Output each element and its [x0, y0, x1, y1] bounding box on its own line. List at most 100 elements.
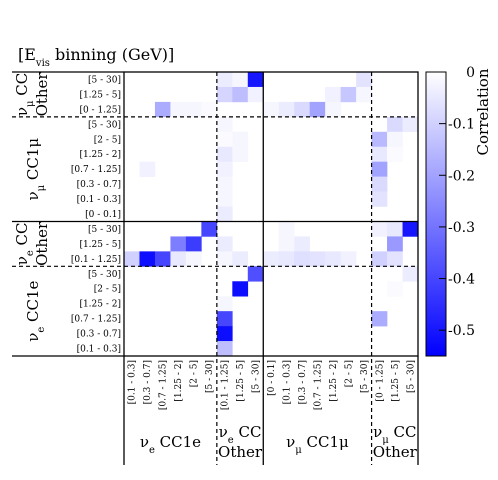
heatmap-cell-r6-c1	[139, 161, 156, 177]
row-group-label-vmu_ccother-line-0: νμ CC	[13, 73, 36, 116]
heatmap-cell-r8-c6	[216, 191, 233, 207]
column-group-label-vmu_ccother-line-0: νμ CC	[373, 423, 416, 446]
heatmap-cell-r0-c8	[247, 72, 264, 88]
row-label-vmu_cc1mu-0-0-1: [0 - 0.1]	[85, 210, 121, 220]
heatmap-cell-r2-c4	[185, 101, 202, 118]
heatmap-cell-r11-c10	[278, 236, 295, 252]
heatmap-cell-r2-c9	[263, 101, 280, 118]
colorbar-label: Correlation	[474, 68, 492, 155]
column-label-ve_cc1e-0-7-1-25: [0.7 - 1.25]	[159, 360, 169, 410]
heatmap-cell-r12-c10	[278, 251, 295, 267]
heatmap-cell-r1-c14	[340, 86, 357, 103]
colorbar: 0 -0.1 -0.2 -0.3 -0.4 -0.5 Correlation	[425, 65, 492, 357]
heatmap-cell-r1-c13	[325, 86, 341, 103]
colorbar-tick-label-5: -0.5	[448, 323, 475, 339]
row-label-vmu_cc1mu-2-5: [2 - 5]	[94, 135, 121, 145]
heatmap-cell-r10-c16	[371, 221, 388, 237]
heatmap-cell-r5-c6	[216, 146, 233, 162]
column-label-vmu_ccother-0-1-25: [0 - 1.25]	[375, 360, 385, 402]
heatmap-cell-r5-c17	[387, 146, 403, 162]
heatmap-cell-r12-c7	[232, 251, 249, 267]
heatmap-cell-r1-c15	[356, 86, 372, 103]
heatmap-cell-r4-c16	[371, 131, 388, 148]
heatmap-cell-r1-c8	[247, 86, 264, 103]
heatmap-cell-r3-c17	[387, 116, 403, 133]
row-label-vmu_ccother-1-25-5: [1.25 - 5]	[79, 90, 121, 100]
heatmap-cell-r11-c3	[170, 236, 187, 252]
heatmap-cell-r2-c3	[170, 101, 187, 118]
heatmap-cell-r13-c18	[402, 266, 419, 282]
column-label-ve_ccother-1-25-5: [1.25 - 5]	[236, 360, 246, 402]
chart-title: [Evis binning (GeV)]	[18, 45, 174, 69]
row-label-vmu_cc1mu-0-7-1-25: [0.7 - 1.25]	[71, 165, 121, 175]
heatmap-cell-r12-c2	[154, 251, 171, 267]
column-group-label-vmu_ccother-line-1: Other	[373, 443, 418, 461]
column-label-ve_cc1e-5-30: [5 - 30]	[205, 360, 215, 393]
colorbar-tick-label-0: 0	[466, 65, 475, 81]
heatmap-cell-r0-c7	[232, 72, 249, 88]
heatmap-cell-r7-c16	[371, 176, 388, 192]
heatmap-cell-r10-c18	[402, 221, 419, 237]
heatmap-cell-r14-c7	[232, 281, 249, 297]
column-label-vmu_cc1mu-5-30: [5 - 30]	[360, 360, 370, 393]
row-group-label-ve_ccother-line-0: νe CC	[13, 222, 36, 265]
column-group-label-vmu_cc1mu-line-0: νμ CC1μ	[286, 433, 349, 456]
heatmap-cell-r11-c4	[185, 236, 202, 252]
row-bin-labels: [5 - 30] [1.25 - 5] [0 - 1.25] [5 - 30] [2 -…	[71, 75, 121, 354]
heatmap-cell-r4-c7	[232, 131, 249, 148]
heatmap-cell-r12-c9	[263, 251, 280, 267]
heatmap-cells	[124, 72, 419, 357]
heatmap-cell-r17-c6	[216, 326, 233, 342]
column-group-label-ve_ccother-line-1: Other	[218, 443, 263, 461]
column-label-vmu_cc1mu-0-0-1: [0 - 0.1]	[267, 360, 277, 396]
colorbar-tick-label-2: -0.2	[448, 168, 475, 184]
column-label-ve_ccother-5-30: [5 - 30]	[252, 360, 262, 393]
heatmap-cell-r15-c6	[216, 296, 233, 312]
heatmap-cell-r1-c6	[216, 86, 233, 103]
heatmap-cell-r2-c5	[201, 101, 218, 118]
colorbar-ticks: 0 -0.1 -0.2 -0.3 -0.4 -0.5	[425, 65, 475, 357]
heatmap-cell-r1-c7	[232, 86, 249, 103]
row-label-ve_cc1e-1-25-2: [1.25 - 2]	[79, 300, 121, 310]
column-label-ve_cc1e-0-1-0-3: [0.1 - 0.3]	[128, 360, 138, 404]
row-label-vmu_ccother-0-1-25: [0 - 1.25]	[79, 105, 121, 115]
heatmap-cell-r0-c15	[356, 72, 372, 88]
heatmap-cell-r10-c5	[201, 221, 218, 237]
column-label-vmu_ccother-1-25-5: [1.25 - 5]	[391, 360, 401, 402]
column-label-vmu_cc1mu-0-1-0-3: [0.1 - 0.3]	[282, 360, 292, 404]
heatmap-cell-r11-c11	[294, 236, 310, 252]
row-label-vmu_ccother-5-30: [5 - 30]	[88, 75, 121, 85]
colorbar-frame	[425, 71, 447, 357]
row-group-label-ve_cc1e-line-0: νe CC1e	[24, 280, 47, 341]
heatmap-cell-r2-c10	[278, 101, 295, 118]
row-label-ve_cc1e-0-1-0-3: [0.1 - 0.3]	[77, 345, 121, 355]
row-label-ve_cc1e-0-7-1-25: [0.7 - 1.25]	[71, 315, 121, 325]
column-label-ve_cc1e-2-5: [2 - 5]	[190, 360, 200, 387]
heatmap-cell-r18-c6	[216, 341, 233, 357]
row-group-label-vmu_cc1mu-line-0: νμ CC1μ	[24, 138, 47, 201]
row-label-vmu_cc1mu-0-1-0-3: [0.1 - 0.3]	[77, 195, 121, 205]
heatmap-cell-r4-c6	[216, 131, 233, 148]
column-label-vmu_cc1mu-0-7-1-25: [0.7 - 1.25]	[313, 360, 323, 410]
column-label-ve_cc1e-1-25-2: [1.25 - 2]	[174, 360, 184, 402]
column-group-label-ve_cc1e-line-0: νe CC1e	[140, 433, 201, 456]
heatmap-cell-r12-c11	[294, 251, 310, 267]
heatmap-cell-r12-c0	[124, 251, 140, 267]
heatmap-cell-r9-c6	[216, 206, 233, 222]
heatmap-cell-r8-c16	[371, 191, 388, 207]
column-label-vmu_cc1mu-1-25-2: [1.25 - 2]	[329, 360, 339, 402]
row-label-ve_ccother-0-1-1-25: [0.1 - 1.25]	[71, 255, 121, 265]
heatmap-cell-r12-c14	[340, 251, 357, 267]
column-label-vmu_cc1mu-0-3-0-7: [0.3 - 0.7]	[298, 360, 308, 404]
heatmap-cell-r2-c13	[325, 101, 341, 118]
colorbar-tick-label-4: -0.4	[448, 272, 475, 288]
heatmap-cell-r10-c10	[278, 221, 295, 237]
heatmap-cell-r12-c13	[325, 251, 341, 267]
heatmap-cell-r5-c7	[232, 146, 249, 162]
column-label-ve_ccother-0-1-1-25: [0.1 - 1.25]	[221, 360, 231, 410]
heatmap-cell-r12-c6	[216, 251, 233, 267]
heatmap-cell-r12-c1	[139, 251, 156, 267]
heatmap-cell-r14-c17	[387, 281, 403, 297]
